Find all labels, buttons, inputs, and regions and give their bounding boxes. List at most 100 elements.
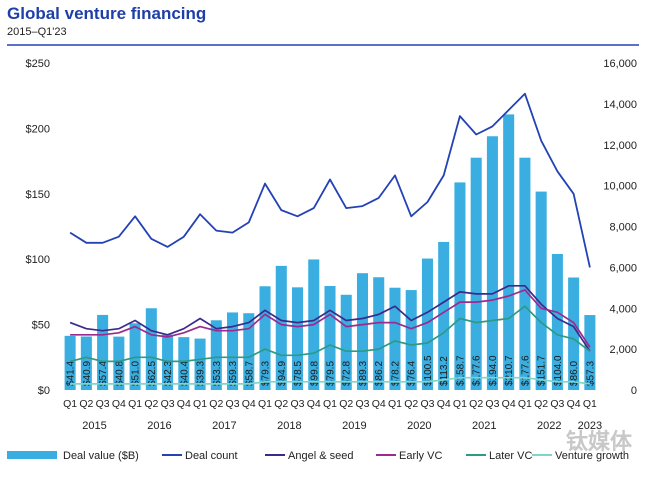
quarter-label: Q4: [177, 398, 191, 410]
bar-value-label: $99.8: [309, 361, 320, 386]
bar-series: [64, 114, 596, 390]
deal-value-bar: [227, 312, 239, 390]
bar-value-label: $79.3: [261, 361, 272, 386]
bar-value-label: $72.8: [342, 361, 353, 386]
quarter-label: Q1: [323, 398, 337, 410]
deal-value-bar: [178, 337, 190, 390]
quarter-label: Q4: [307, 398, 321, 410]
year-label: 2018: [277, 420, 301, 432]
watermark-text: 钛媒体: [566, 429, 633, 455]
legend-early-vc-label: Early VC: [399, 450, 442, 462]
quarter-label: Q4: [242, 398, 256, 410]
deal-value-bar: [568, 277, 580, 390]
quarter-label: Q4: [112, 398, 126, 410]
year-label: 2023: [578, 420, 602, 432]
quarter-label: Q4: [567, 398, 581, 410]
deal-value-bar: [486, 136, 498, 390]
bar-value-label: $151.7: [537, 355, 548, 386]
left-tick-label: $0: [38, 385, 50, 397]
deal-value-bar: [584, 315, 596, 390]
quarter-label: Q3: [291, 398, 305, 410]
quarter-label: Q1: [193, 398, 207, 410]
left-axis: $0 $50 $100 $150 $200 $250: [26, 58, 50, 397]
chart-title: Global venture financing: [7, 4, 207, 23]
bar-value-label: $62.5: [147, 361, 158, 386]
quarter-label: Q1: [128, 398, 142, 410]
deal-value-bar: [275, 265, 287, 390]
deal-value-bar: [405, 290, 417, 390]
bar-value-label: $78.5: [293, 361, 304, 386]
deal-value-bar: [340, 294, 352, 390]
line-series: [69, 92, 591, 385]
quarter-label: Q1: [518, 398, 532, 410]
deal-value-bar: [438, 241, 450, 390]
bar-value-label: $57.3: [585, 361, 596, 386]
deal-value-bar: [210, 320, 222, 390]
venture-growth-line: [70, 376, 591, 385]
quarter-label: Q3: [355, 398, 369, 410]
deal-value-bar: [113, 336, 125, 390]
bar-value-label: $89.3: [358, 361, 369, 386]
legend: Deal value ($B) Deal count Angel & seed Ear…: [7, 450, 629, 462]
bar-value-label: $86.2: [374, 361, 385, 386]
deal-value-bar: [324, 286, 336, 390]
bar-value-label: $76.4: [407, 361, 418, 386]
deal-value-bar: [470, 157, 482, 390]
quarter-label: Q2: [339, 398, 353, 410]
bar-value-label: $57.4: [98, 361, 109, 386]
quarter-label: Q1: [453, 398, 467, 410]
deal-value-bar: [97, 314, 109, 390]
quarter-label: Q3: [550, 398, 564, 410]
deal-value-bar: [145, 308, 157, 390]
year-label: 2021: [472, 420, 496, 432]
left-tick-label: $200: [26, 123, 50, 135]
right-tick-label: 4,000: [609, 303, 637, 315]
right-tick-label: 16,000: [603, 58, 637, 70]
quarter-label: Q3: [161, 398, 175, 410]
left-tick-label: $250: [26, 58, 50, 70]
bar-value-label: $78.2: [390, 361, 401, 386]
quarter-label: Q1: [258, 398, 272, 410]
bar-value-label: $51.0: [131, 361, 142, 386]
legend-deal-count-label: Deal count: [185, 450, 238, 462]
bar-value-label: $177.6: [472, 355, 483, 386]
quarter-label: Q2: [209, 398, 223, 410]
deal-value-bar: [535, 191, 547, 390]
quarter-label: Q2: [534, 398, 548, 410]
left-tick-label: $50: [32, 320, 50, 332]
bar-value-label: $40.9: [82, 361, 93, 386]
x-axis: Q1 Q2 Q3 Q4 Q1 Q2 Q3 Q4 Q1 Q2 Q3 Q4 Q1 Q2 Q3 Q4 Q1 Q2 Q3 Q4…: [63, 398, 602, 432]
right-axis: 0 2,000 4,000 6,000 8,000 10,000 12,000 14,000 1…: [603, 58, 637, 397]
later-vc-line: [69, 305, 591, 363]
deal-value-bar: [551, 253, 563, 390]
year-label: 2015: [82, 420, 106, 432]
bar-value-label: $58.7: [244, 361, 255, 386]
bar-value-label: $42.3: [163, 361, 174, 386]
bar-value-label: $113.2: [439, 356, 450, 386]
quarter-label: Q2: [469, 398, 483, 410]
bar-value-label: $158.7: [455, 355, 466, 386]
right-tick-label: 6,000: [609, 262, 637, 274]
year-label: 2019: [342, 420, 366, 432]
deal-value-bar: [243, 313, 255, 390]
quarter-label: Q1: [388, 398, 402, 410]
quarter-label: Q2: [404, 398, 418, 410]
quarter-label: Q2: [274, 398, 288, 410]
bar-value-label: $104.0: [553, 355, 564, 386]
bar-value-label: $177.6: [520, 355, 531, 386]
year-label: 2022: [537, 420, 561, 432]
bar-value-label: $59.3: [228, 361, 239, 386]
early-vc-line: [70, 289, 591, 348]
deal-value-bar: [194, 338, 206, 390]
year-label: 2020: [407, 420, 431, 432]
right-tick-label: 8,000: [609, 222, 637, 234]
deal-value-bar: [291, 287, 304, 390]
bar-value-label: $40.4: [179, 361, 190, 386]
left-tick-label: $150: [26, 189, 50, 201]
deal-value-bar: [64, 335, 76, 390]
chart-subtitle: 2015–Q1'23: [7, 26, 67, 38]
bar-data-labels: $41.4 $40.9 $57.4 $40.8 $51.0 $62.5 $42.3 $40.4…: [66, 355, 597, 386]
right-tick-label: 14,000: [603, 99, 637, 111]
